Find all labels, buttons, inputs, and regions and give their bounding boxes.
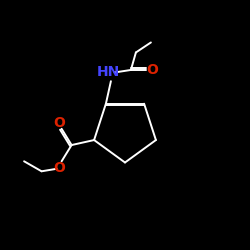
Text: O: O — [53, 116, 65, 130]
Text: O: O — [146, 63, 158, 77]
Text: HN: HN — [97, 66, 120, 80]
Text: O: O — [53, 160, 65, 174]
